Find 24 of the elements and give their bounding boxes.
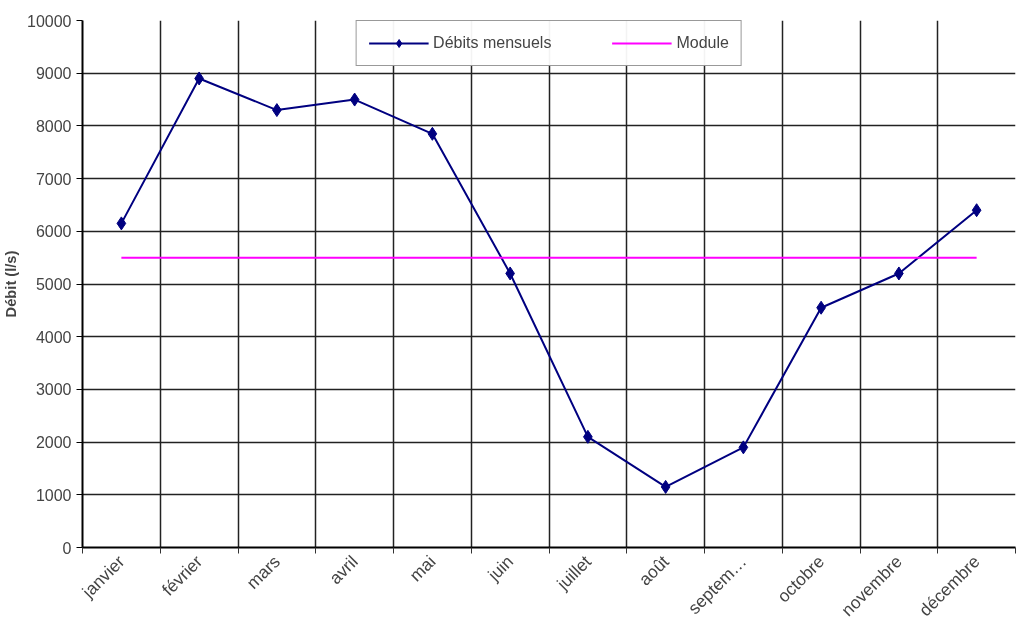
y-axis-title: Débit (l/s) [3,250,20,318]
x-tick-label: juin [483,551,518,586]
point [971,203,982,218]
y-tick-label: 3000 [35,381,72,399]
y-tick-label: 2000 [35,434,72,452]
y-tick-label: 10000 [27,12,72,30]
point [738,440,749,455]
x-tick-label: avril [325,551,362,589]
point [660,479,671,494]
legend-label: Module [676,34,729,52]
x-tick-label: mai [405,551,440,586]
x-tick-label: août [634,551,673,590]
y-tick-label: 0 [62,539,72,557]
y-tick-label: 9000 [35,65,72,83]
point [349,92,360,107]
y-tick-label: 6000 [35,223,72,241]
y-tick-label: 7000 [35,170,72,188]
y-tick-label: 1000 [35,486,72,504]
y-tick-label: 4000 [35,328,72,346]
y-tick-label: 5000 [35,276,72,293]
point [427,126,438,141]
point [116,216,127,231]
y-tick-label: 8000 [35,117,72,135]
legend-label: Débits mensuels [433,34,552,52]
